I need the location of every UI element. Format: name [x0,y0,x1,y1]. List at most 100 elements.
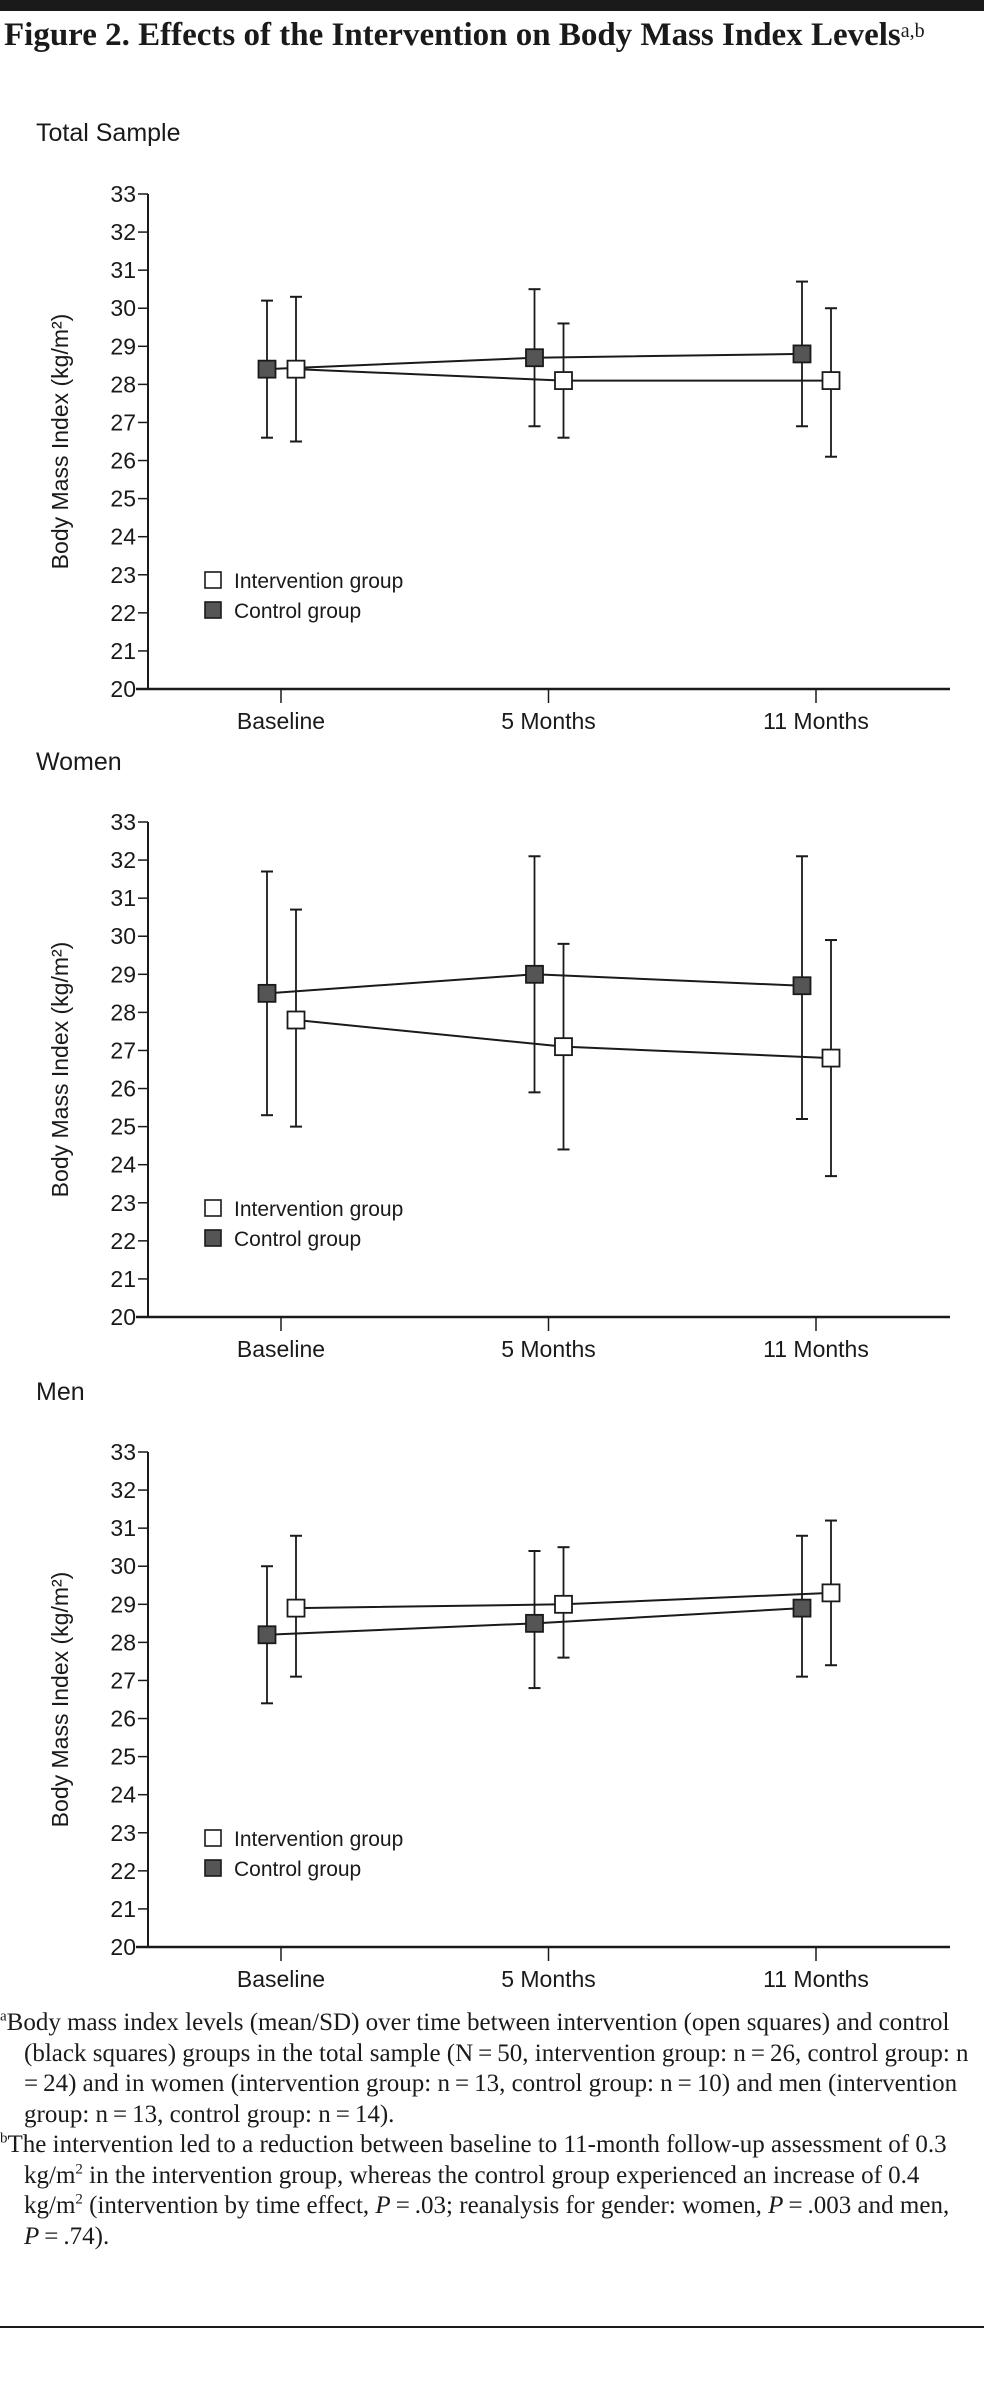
y-tick-label: 33 [110,181,136,207]
y-tick-label: 33 [110,1439,136,1465]
y-tick-label: 24 [110,524,136,550]
y-tick-label: 20 [110,676,136,702]
data-point-intervention [554,1037,573,1057]
y-tick-label: 22 [110,1228,136,1254]
legend-marker-control [204,601,222,619]
data-point-intervention [286,1598,306,1618]
x-tick-label: Baseline [237,708,325,734]
italic-p-value-symbol: P [768,2192,784,2219]
panel-title-women: Women [36,748,122,776]
x-tick-label: Baseline [237,1966,325,1992]
y-tick-label: 25 [110,1744,136,1770]
y-axis-label: Body Mass Index (kg/m²) [47,942,73,1198]
y-tick-label: 31 [110,885,136,911]
data-point-control [525,1613,544,1633]
data-point-intervention [286,359,306,379]
figure-title-superscript: a,b [900,20,925,42]
y-tick-label: 21 [110,1266,136,1292]
x-tick-label: 11 Months [763,1336,869,1362]
data-point-intervention [286,1010,306,1030]
footnote-a: aBody mass index levels (mean/SD) over t… [0,2008,975,2130]
y-tick-label: 29 [110,1591,136,1617]
y-tick-label: 28 [110,371,136,397]
legend-label-control: Control group [234,1228,361,1251]
chart-women: 20 21 22 23 24 25 26 27 28 29 30 31 32 33 Baseline 5 Mo… [47,809,950,1362]
legend-label-control: Control group [234,600,361,623]
legend-label-control: Control group [234,1858,361,1881]
y-tick-label: 30 [110,295,136,321]
data-point-control [257,983,277,1003]
chart-total-sample: 20 21 22 23 24 25 26 27 28 29 30 31 32 33 Baseline 5 Mo… [47,181,950,734]
y-tick-label: 32 [110,1477,136,1503]
y-tick-label: 32 [110,847,136,873]
footnote-text: = .003 and men, [783,2192,950,2219]
legend-marker-intervention [204,1199,222,1217]
y-tick-label: 26 [110,1076,136,1102]
legend-marker-control [204,1229,222,1247]
footnote-text: (intervention by time effect, [82,2192,376,2219]
footnote-text: = .03; reanalysis for gender: women, [390,2192,769,2219]
data-point-control [792,976,812,996]
y-tick-label: 26 [110,448,136,474]
top-rule [0,0,984,11]
y-tick-label: 23 [110,562,136,588]
figure-title-text: Figure 2. Effects of the Intervention on… [4,17,901,53]
y-axis-label: Body Mass Index (kg/m²) [47,1572,73,1828]
y-tick-label: 25 [110,1114,136,1140]
chart-men: 20 21 22 23 24 25 26 27 28 29 30 31 32 33 Baseline 5 Mo… [47,1439,950,1992]
y-tick-label: 23 [110,1190,136,1216]
figure-title: Figure 2. Effects of the Intervention on… [4,18,964,52]
legend-label-intervention: Intervention group [234,1828,403,1851]
y-tick-label: 29 [110,333,136,359]
y-tick-label: 23 [110,1820,136,1846]
y-tick-label: 27 [110,1667,136,1693]
superscript: 2 [75,2161,83,2178]
x-tick-label: 5 Months [501,708,596,734]
x-tick-label: 11 Months [763,708,869,734]
legend-marker-control [204,1859,222,1877]
superscript: 2 [75,2191,83,2208]
x-tick-label: 5 Months [501,1966,596,1992]
data-point-intervention [554,371,573,390]
legend-marker-intervention [204,1829,222,1847]
y-tick-label: 25 [110,486,136,512]
data-point-control [257,359,277,379]
bottom-rule [0,2326,984,2328]
italic-p-value-symbol: P [24,2222,40,2250]
italic-p-value-symbol: P [375,2192,391,2219]
y-tick-label: 31 [110,257,136,283]
y-tick-label: 31 [110,1515,136,1541]
data-point-control [525,964,544,984]
legend-marker-intervention [204,571,222,589]
y-tick-label: 30 [110,923,136,949]
data-point-intervention [821,1048,841,1068]
y-tick-label: 32 [110,219,136,245]
y-tick-label: 28 [110,999,136,1025]
data-point-control [792,344,812,364]
y-tick-label: 33 [110,809,136,835]
footnote-text: Body mass index levels (mean/SD) over ti… [6,2009,974,2128]
data-point-intervention [821,1583,841,1603]
footnote-text: The intervention led to a reduction betw… [7,2131,947,2189]
y-tick-label: 24 [110,1782,136,1808]
data-point-control [792,1598,812,1618]
footnote-text: in the intervention group, whereas the c… [24,2161,920,2220]
x-tick-label: 11 Months [763,1966,869,1992]
y-tick-label: 29 [110,961,136,987]
legend-label-intervention: Intervention group [234,570,403,593]
y-tick-label: 20 [110,1304,136,1330]
y-tick-label: 24 [110,1152,136,1178]
y-tick-label: 30 [110,1553,136,1579]
data-point-control [525,348,544,368]
x-tick-label: Baseline [237,1336,325,1362]
panel-title-men: Men [36,1378,85,1406]
footnote-marker: b [0,2130,8,2147]
y-tick-label: 21 [110,1896,136,1922]
footnote-text: = .74). [39,2222,110,2250]
y-tick-label: 20 [110,1934,136,1960]
legend-label-intervention: Intervention group [234,1198,403,1221]
footnote-marker: a [0,2008,7,2025]
footnotes: aBody mass index levels (mean/SD) over t… [0,2008,975,2252]
y-tick-label: 28 [110,1629,136,1655]
data-point-control [257,1625,277,1645]
